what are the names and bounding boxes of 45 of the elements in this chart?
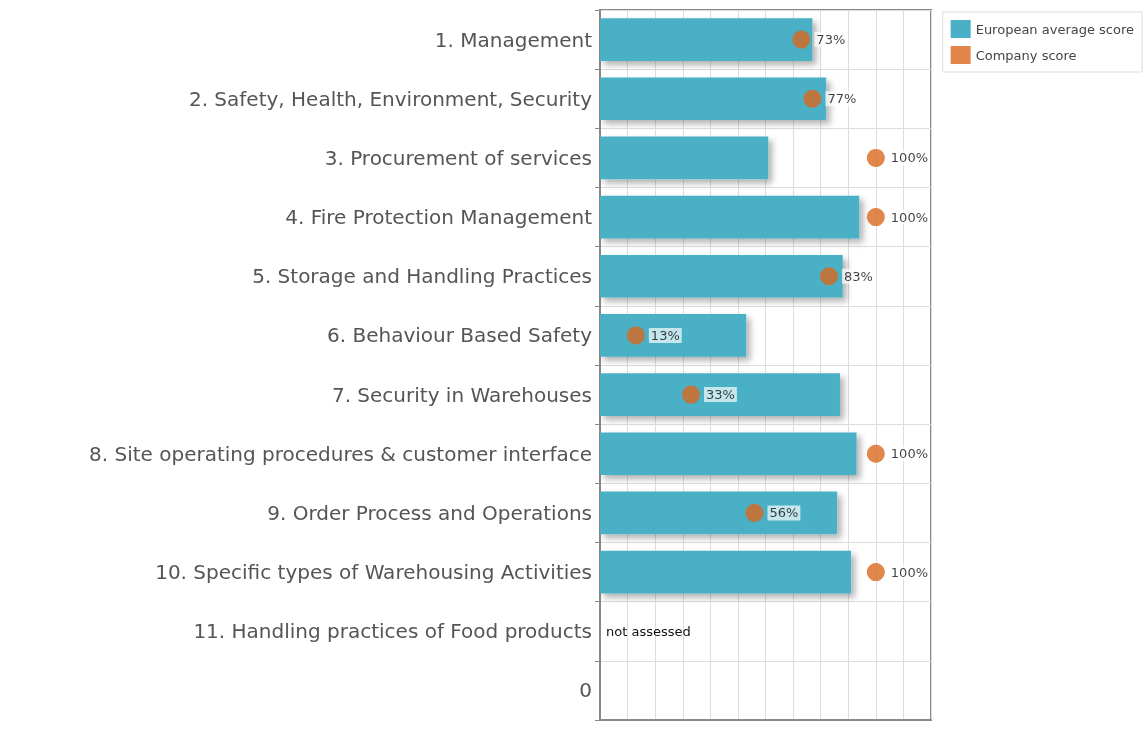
data-label: 100% [890,150,929,166]
y-tick-label: 2. Safety, Health, Environment, Security [188,86,593,111]
data-label: 56% [769,505,799,521]
bar [600,373,840,416]
data-label: 100% [890,446,929,462]
bar [600,432,857,476]
y-tick-label: 1. Management [434,27,593,52]
y-tick-label: 11. Handling practices of Food products [193,619,592,644]
point [866,208,885,227]
y-tick-label: 10. Specific types of Warehousing Activities [155,560,592,585]
y-tick-label: 8. Site operating procedures & customer interface [89,441,592,466]
point [819,267,838,286]
bar [600,77,827,121]
point [626,326,645,345]
point [792,30,811,49]
data-label: 83% [843,268,873,284]
point [745,503,764,522]
y-tick-label: 9. Order Process and Operations [267,500,592,525]
bar [600,491,838,535]
data-label: 100% [890,564,929,580]
y-tick-label: 3. Procurement of services [324,145,592,170]
bar [600,18,813,61]
data-label: 13% [650,327,680,343]
y-tick-label: 4. Fire Protection Management [285,205,593,230]
bar [600,314,747,357]
y-tick-label: 6. Behaviour Based Safety [326,323,593,348]
bar [600,195,860,239]
y-tick-label: 7. Security in Warehouses [331,382,592,407]
legend-label: Company score [975,47,1077,63]
text: not assessed [606,623,691,639]
point [866,563,885,582]
data-label: 77% [827,91,857,107]
y-tick-label: 5. Storage and Handling Practices [252,264,592,289]
point [803,89,822,108]
bar [600,254,843,298]
bar [600,136,769,180]
data-label: 33% [706,387,735,403]
bar [600,550,852,594]
point [682,385,701,404]
legend-label: European average score [975,21,1135,37]
data-label: 73% [816,32,846,48]
point [866,148,885,167]
y-tick-label: 0 [579,678,592,703]
data-label: 100% [890,209,929,225]
point [866,444,885,463]
